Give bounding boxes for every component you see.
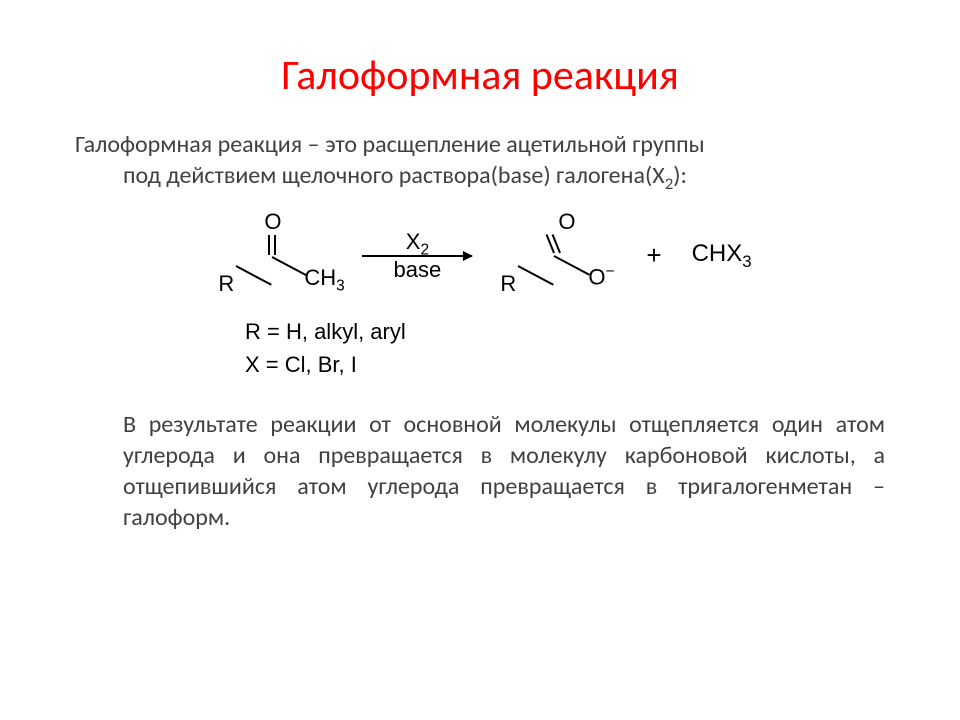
arrow-line-icon [362, 255, 472, 257]
reagent-bottom: base [394, 257, 442, 283]
reactant-O: O [264, 209, 281, 235]
product-R: R [500, 271, 516, 297]
substituent-definitions: R = H, alkyl, aryl X = Cl, Br, I [245, 315, 885, 381]
product-Ominus: O− [588, 263, 614, 290]
reaction-arrow: X2 base [362, 229, 472, 283]
intro-sub: 2 [665, 173, 674, 194]
intro-paragraph: Галоформная реакция – это расщепление ац… [75, 129, 885, 195]
reaction-scheme: O R CH3 X2 base O R O− + CHX3 [75, 213, 885, 299]
product-O-top: O [558, 209, 575, 235]
plus-sign: + [640, 240, 667, 271]
product-structure: O R O− [496, 213, 616, 299]
haloform-product: CHX3 [692, 240, 752, 272]
intro-line2: под действием щелочного раствора(base) г… [123, 161, 665, 190]
intro-line2-end: ): [673, 161, 687, 190]
result-paragraph: В результате реакции от основной молекул… [75, 409, 885, 534]
result-text: В результате реакции от основной молекул… [123, 410, 885, 533]
reactant-CH3: CH3 [304, 265, 344, 295]
reactant-R: R [218, 271, 234, 297]
page-title: Галоформная реакция [75, 50, 885, 101]
def-X: X = Cl, Br, I [245, 348, 885, 381]
reactant-structure: O R CH3 [208, 213, 338, 299]
def-R: R = H, alkyl, aryl [245, 315, 885, 348]
intro-line1: Галоформная реакция – это расщепление ац… [75, 129, 885, 160]
